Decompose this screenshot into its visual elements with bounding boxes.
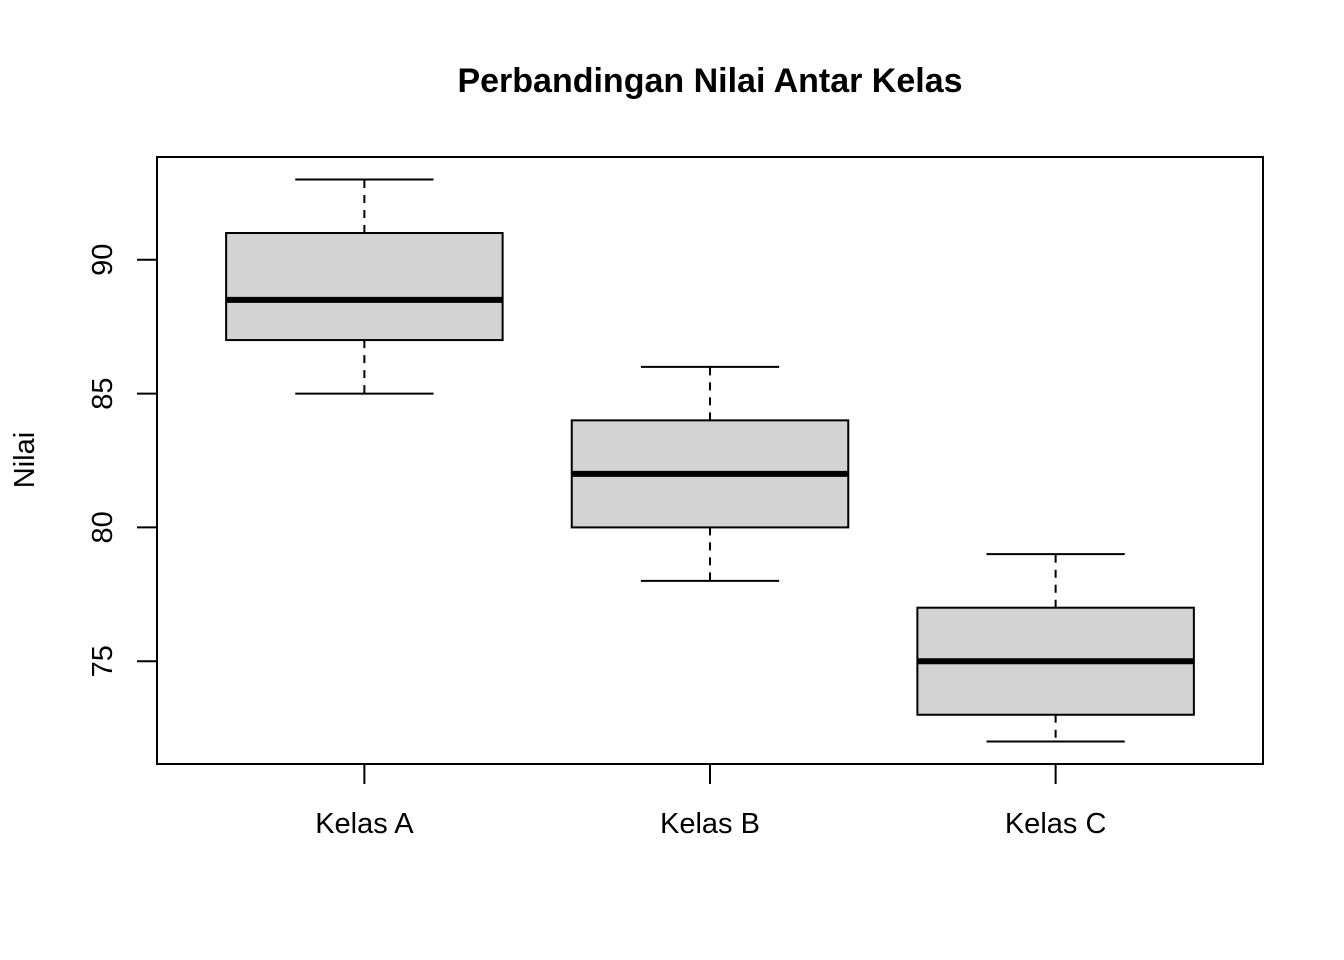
y-tick-label-75: 75 (87, 645, 119, 677)
y-tick-label-85: 85 (87, 377, 119, 409)
box-kelas-a (225, 232, 504, 342)
x-tick-label-kelas-c: Kelas C (1005, 808, 1107, 840)
x-tick-label-kelas-a: Kelas A (315, 808, 414, 840)
y-tick-label-90: 90 (87, 244, 119, 276)
x-tick-label-kelas-b: Kelas B (660, 808, 760, 840)
y-axis-label: Nilai (9, 432, 41, 488)
chart-title: Perbandingan Nilai Antar Kelas (457, 62, 962, 100)
y-tick-label-80: 80 (87, 511, 119, 543)
plot-area: Kelas A Kelas B Kelas C 75 80 85 90 (87, 156, 1264, 840)
